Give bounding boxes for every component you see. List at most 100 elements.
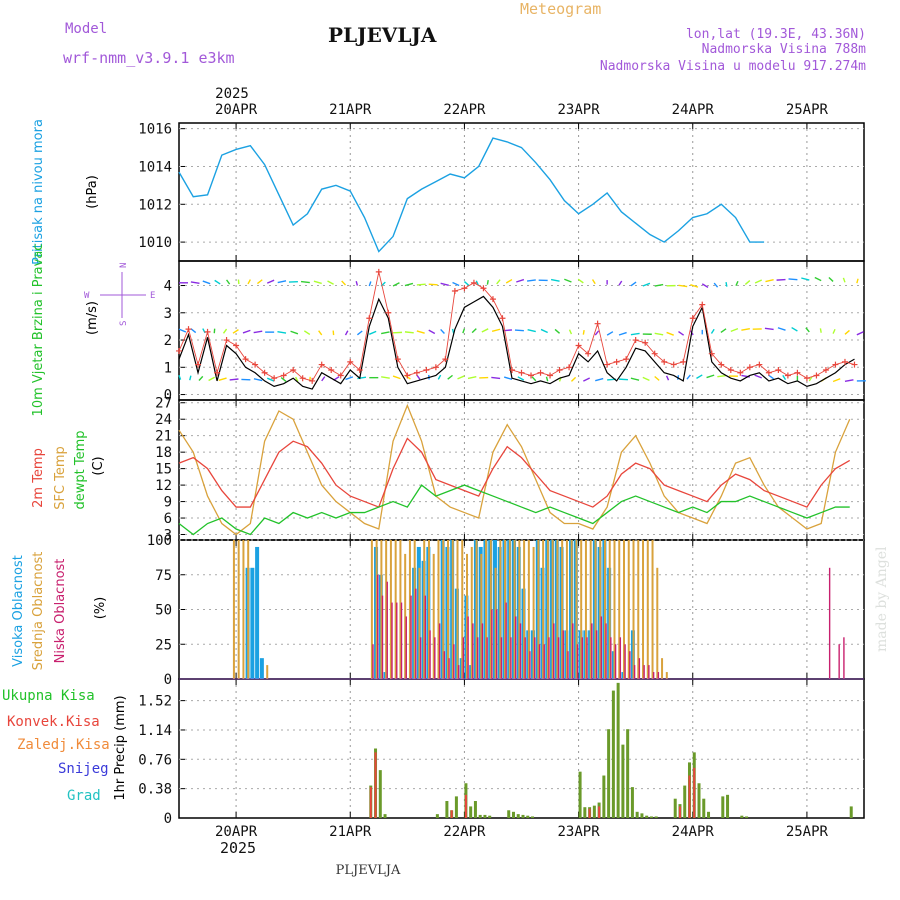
wind-arrow — [327, 280, 334, 285]
mid-cloud-bar — [513, 540, 516, 679]
wind-arrow — [491, 376, 501, 380]
compass-s: S — [119, 321, 129, 326]
mid-cloud-bar — [580, 540, 583, 679]
low-cloud-bar — [591, 623, 593, 679]
total-precip-bar — [521, 814, 525, 818]
top-day-label: 20APR — [215, 102, 258, 118]
low-cloud-bar — [396, 602, 398, 679]
wind-arrow — [247, 279, 251, 285]
wind-arrow — [540, 328, 548, 334]
low-cloud-bar — [486, 637, 488, 679]
total-precip-bar — [483, 814, 487, 818]
mid-cloud-bar — [480, 553, 483, 679]
y-tick-label: 1016 — [138, 122, 172, 138]
low-cloud-bar — [605, 623, 607, 679]
convective-precip-bar — [450, 810, 453, 818]
mid-cloud-bar — [589, 540, 592, 679]
wind-arrow — [321, 376, 326, 382]
low-cloud-bar — [476, 637, 479, 679]
wind-arrow — [710, 328, 715, 334]
total-precip-bar — [578, 771, 582, 818]
wind-arrow — [368, 281, 372, 287]
lonlat-label: lon,lat (19.3E, 43.36N) — [686, 27, 866, 42]
mid-cloud-bar — [504, 540, 507, 679]
mid-cloud-bar — [456, 540, 459, 679]
total-precip-bar — [469, 806, 473, 818]
wind-arrow — [788, 278, 798, 281]
bottom-year-label: 2025 — [220, 839, 256, 857]
mid-cloud-bar — [656, 567, 659, 679]
wind-arrow — [190, 328, 197, 334]
low-cloud-bar — [581, 637, 583, 679]
wind-arrow — [303, 330, 311, 336]
wind-arrow — [214, 279, 221, 285]
mid-cloud-bar — [608, 540, 611, 679]
temp2m-line — [178, 437, 851, 508]
wind-gust-marker — [851, 361, 858, 368]
mid-cloud-bar — [599, 540, 602, 679]
top-day-label: 25APR — [786, 102, 829, 118]
model-label: Model — [65, 21, 107, 37]
total-precip-bar — [621, 744, 625, 818]
y-tick-label: 9 — [164, 495, 172, 511]
wind-arrow — [369, 330, 377, 335]
mid-cloud-bar — [637, 540, 640, 679]
wind-arrow — [828, 276, 834, 282]
convective-precip-bar — [464, 794, 467, 818]
wind-arrow — [318, 330, 323, 336]
wind-arrow — [392, 375, 401, 380]
mid-cloud-bar — [646, 540, 649, 679]
low-cloud-bar — [372, 644, 374, 679]
wind-arrow — [717, 374, 727, 378]
high-cloud-bar — [259, 658, 264, 679]
low-cloud-bar — [595, 630, 598, 679]
mid-cloud-bar — [237, 540, 240, 679]
wind-arrow — [447, 374, 453, 380]
temp2m-title: 2m Temp — [31, 448, 46, 508]
mid-cloud-bar — [508, 540, 511, 679]
low-cloud-bar — [405, 616, 407, 679]
wind-arrow — [481, 328, 489, 333]
mid-cloud-bar — [661, 658, 664, 679]
low-cloud-bar — [838, 644, 840, 679]
y-tick-label: 0.38 — [138, 782, 172, 798]
dewpt-title: dewpt Temp — [73, 430, 88, 509]
low-cloud-bar — [410, 595, 412, 679]
low-cloud-bar — [472, 623, 474, 679]
bottom-day-label: 20APR — [215, 824, 258, 840]
y-tick-label: 24 — [155, 412, 172, 428]
y-tick-label: 50 — [155, 603, 172, 619]
wind-arrow — [630, 332, 640, 336]
mid-cloud-bar — [584, 540, 587, 679]
low-cloud-bar — [548, 637, 550, 679]
precip-unit: 1hr Precip (mm) — [113, 695, 128, 800]
total-precip-bar — [673, 798, 677, 818]
wind-arrow — [437, 374, 442, 380]
wind-arrow — [440, 328, 445, 335]
low-cloud-bar — [629, 651, 631, 679]
total-precip-bar — [721, 796, 725, 818]
pressure-line — [178, 137, 765, 253]
wind-arrow — [819, 328, 822, 333]
mid-cloud-bar — [242, 540, 245, 679]
total-precip-bar — [473, 801, 477, 818]
total-precip-bar — [488, 815, 492, 818]
model-elevation-label: Nadmorska Visina u modelu 917.274m — [600, 59, 866, 74]
low-cloud-bar — [610, 637, 612, 679]
low-cloud-bar — [495, 609, 498, 679]
wind-arrow — [526, 279, 536, 282]
convective-precip-bar — [374, 752, 377, 818]
y-tick-label: 0.76 — [138, 752, 172, 768]
wind-arrow — [253, 378, 263, 382]
total-precip-bar — [454, 796, 458, 818]
wind-arrow — [416, 283, 426, 286]
low-cloud-bar — [419, 637, 422, 679]
mid-cloud-bar — [565, 540, 568, 679]
low-cloud-bar — [572, 623, 574, 679]
wind-arrow — [242, 329, 251, 334]
mid-cloud-bar — [266, 665, 269, 679]
wind-arrow — [618, 378, 628, 381]
wind-arrow — [618, 280, 623, 286]
legend-snow: Snijeg — [58, 761, 109, 777]
